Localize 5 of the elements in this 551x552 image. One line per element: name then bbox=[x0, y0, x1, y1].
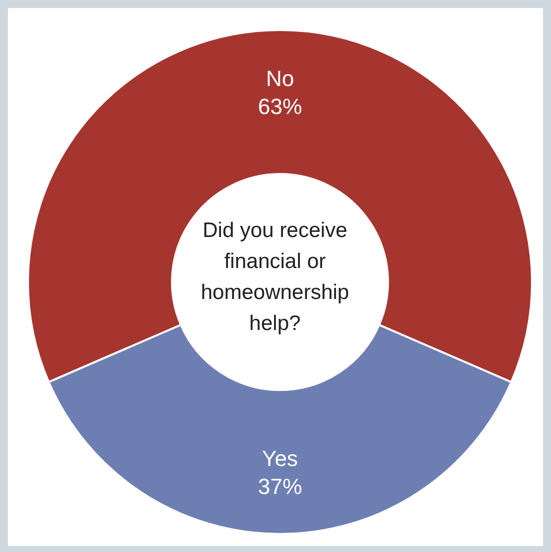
slice-label: Yes bbox=[262, 446, 298, 471]
data-label: 37% bbox=[258, 474, 302, 499]
data-label: 63% bbox=[258, 94, 302, 119]
slice-label: No bbox=[266, 66, 294, 91]
text: Did you receive financial or homeownership help? bbox=[200, 218, 350, 337]
